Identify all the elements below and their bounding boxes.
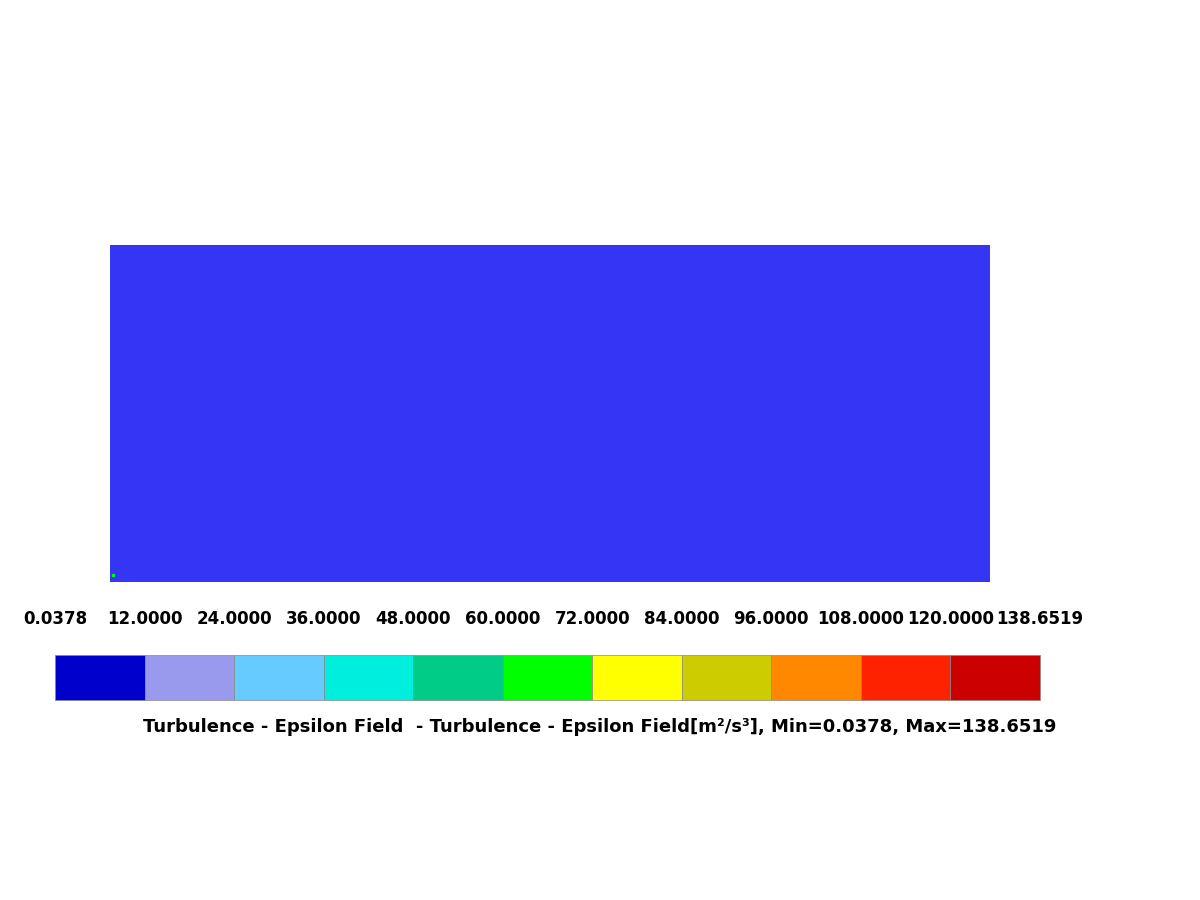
- Bar: [860, 655, 950, 700]
- Text: 24.0000: 24.0000: [197, 610, 272, 628]
- Text: 36.0000: 36.0000: [286, 610, 361, 628]
- Bar: [144, 655, 234, 700]
- Bar: [413, 655, 503, 700]
- Bar: [234, 655, 324, 700]
- Bar: [772, 655, 860, 700]
- Text: 48.0000: 48.0000: [376, 610, 451, 628]
- Bar: [324, 655, 413, 700]
- Text: 138.6519: 138.6519: [996, 610, 1084, 628]
- Text: 60.0000: 60.0000: [466, 610, 540, 628]
- Bar: [682, 655, 772, 700]
- Text: 0.0378: 0.0378: [23, 610, 88, 628]
- Text: 96.0000: 96.0000: [733, 610, 809, 628]
- Text: 108.0000: 108.0000: [817, 610, 905, 628]
- Text: 120.0000: 120.0000: [907, 610, 994, 628]
- Text: 12.0000: 12.0000: [107, 610, 182, 628]
- Bar: [593, 655, 682, 700]
- Text: 84.0000: 84.0000: [644, 610, 720, 628]
- Bar: [503, 655, 593, 700]
- Text: Turbulence - Epsilon Field  - Turbulence - Epsilon Field[m²/s³], Min=0.0378, Max: Turbulence - Epsilon Field - Turbulence …: [143, 718, 1057, 736]
- Bar: [110, 245, 990, 582]
- Text: 72.0000: 72.0000: [554, 610, 630, 628]
- Bar: [950, 655, 1040, 700]
- Bar: [55, 655, 144, 700]
